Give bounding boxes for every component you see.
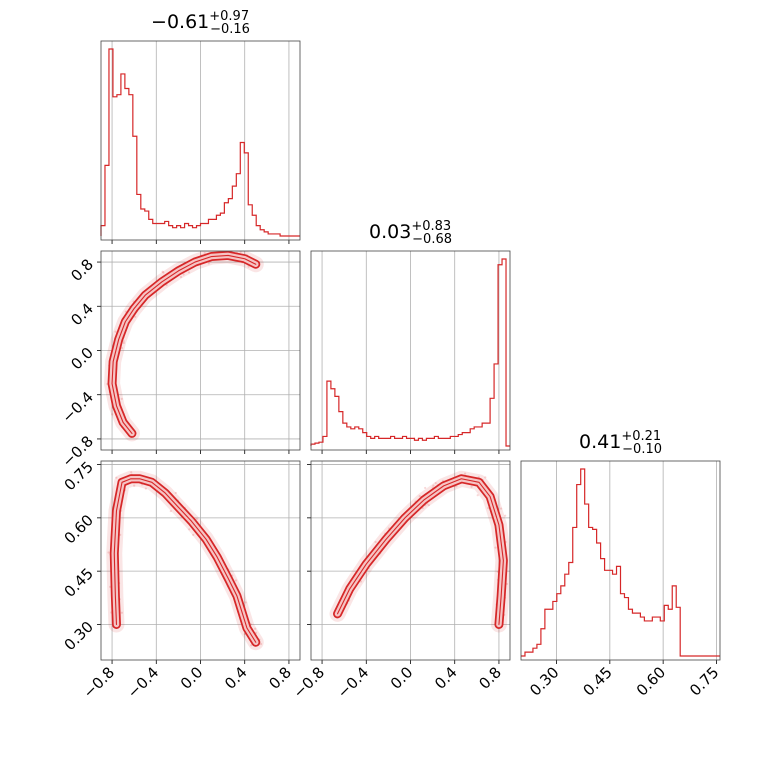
sample-point xyxy=(494,546,497,549)
y-tick-label: 0.0 xyxy=(67,344,97,374)
sample-point xyxy=(174,491,177,495)
sample-point xyxy=(476,494,479,497)
sample-point xyxy=(192,533,195,536)
histogram-panel-3-background xyxy=(521,461,720,660)
scatter-panel-2: −0.8 −0.4 0.0 0.4 0.80.300.450.600.75 xyxy=(61,458,301,702)
sample-point xyxy=(133,484,136,487)
x-tick-label: −0.4 xyxy=(124,663,162,701)
sample-point xyxy=(203,251,206,255)
contour-core xyxy=(113,478,257,643)
x-tick-label: 0.30 xyxy=(526,663,562,699)
sample-point xyxy=(179,275,183,279)
sample-point xyxy=(195,517,198,521)
x-tick-label: 0.0 xyxy=(387,663,417,693)
sample-point xyxy=(434,481,437,485)
sample-point xyxy=(374,540,377,544)
sample-point xyxy=(161,270,164,273)
y-tick-label: 0.8 xyxy=(67,255,97,285)
x-tick-label: 0.45 xyxy=(580,663,616,699)
sample-point xyxy=(162,271,165,274)
x-tick-label: −0.4 xyxy=(334,663,372,701)
histogram-step-line xyxy=(100,48,300,237)
sample-point xyxy=(107,551,110,554)
sample-point xyxy=(169,509,172,513)
x-tick-label: 0.0 xyxy=(177,663,207,693)
sample-point xyxy=(122,341,125,345)
sample-point xyxy=(182,273,185,276)
scatter-panel-3: −0.8 −0.4 0.0 0.4 0.8 xyxy=(290,460,511,702)
sample-point xyxy=(484,476,487,479)
x-tick-label: 0.75 xyxy=(686,663,722,699)
density-layer xyxy=(106,470,264,651)
contour-core xyxy=(336,478,504,626)
panel-title: 0.41+0.21 −0.10 xyxy=(579,429,662,457)
x-tick-label: −0.8 xyxy=(290,663,328,701)
sample-point xyxy=(250,644,253,647)
sample-point xyxy=(424,486,427,490)
scatter-panel-2-frame xyxy=(100,460,301,661)
panel-title: 0.03+0.83 −0.68 xyxy=(369,219,452,247)
histogram-panel-3: 0.30 0.45 0.60 0.75 0.41+0.21 −0.10 xyxy=(520,429,722,700)
sample-point xyxy=(134,315,137,318)
sample-point xyxy=(207,262,210,265)
sample-point xyxy=(144,487,147,490)
x-tick-label: 0.8 xyxy=(475,663,505,693)
histogram-panel-1: −0.61+0.97 −0.16 xyxy=(100,9,301,244)
histogram-panel-2: 0.03+0.83 −0.68 xyxy=(310,219,511,454)
sample-point xyxy=(432,484,435,487)
sample-point xyxy=(120,346,124,350)
x-tick-label: 0.4 xyxy=(221,663,251,693)
sample-point xyxy=(427,504,430,507)
y-tick-label: 0.60 xyxy=(61,511,97,547)
sample-point xyxy=(115,476,118,479)
scatter-panel-1: −0.8−0.40.00.40.8 xyxy=(59,248,301,471)
y-tick-label: 0.4 xyxy=(67,300,97,330)
histogram-panel-3-frame xyxy=(520,460,721,661)
sample-point xyxy=(254,627,257,630)
histogram-panel-1-frame xyxy=(100,40,301,241)
histogram-step-line xyxy=(521,468,720,657)
sample-point xyxy=(259,642,263,646)
sample-point xyxy=(247,265,250,268)
sample-point xyxy=(214,248,216,250)
sample-point xyxy=(120,397,123,400)
y-tick-label: 0.45 xyxy=(61,564,97,600)
scatter-panel-1-frame xyxy=(100,250,301,451)
sample-point xyxy=(111,413,114,416)
x-tick-label: 0.60 xyxy=(633,663,669,699)
sample-point xyxy=(114,330,117,333)
sample-point xyxy=(418,495,421,498)
density-layer xyxy=(104,248,264,442)
sample-point xyxy=(234,579,238,582)
scatter-panel-3-frame xyxy=(310,460,511,661)
x-tick-label: −0.8 xyxy=(80,663,118,701)
sample-point xyxy=(244,601,247,604)
sample-point xyxy=(120,611,123,614)
sample-point xyxy=(239,251,242,253)
sample-point xyxy=(470,485,473,488)
x-tick-label: 0.4 xyxy=(431,663,461,693)
y-tick-label: 0.30 xyxy=(61,618,97,654)
sample-point xyxy=(187,271,191,274)
sample-point xyxy=(188,528,191,531)
sample-point xyxy=(464,472,467,475)
panel-title: −0.61+0.97 −0.16 xyxy=(151,9,250,37)
contour-core xyxy=(111,254,257,434)
y-tick-label: −0.4 xyxy=(59,388,97,426)
sample-point xyxy=(504,514,507,517)
histogram-step-line xyxy=(310,258,510,447)
sample-point xyxy=(487,506,490,510)
sample-point xyxy=(499,507,503,510)
sample-point xyxy=(130,471,133,474)
density-layer xyxy=(329,470,510,633)
histogram-panel-2-frame xyxy=(310,250,511,451)
